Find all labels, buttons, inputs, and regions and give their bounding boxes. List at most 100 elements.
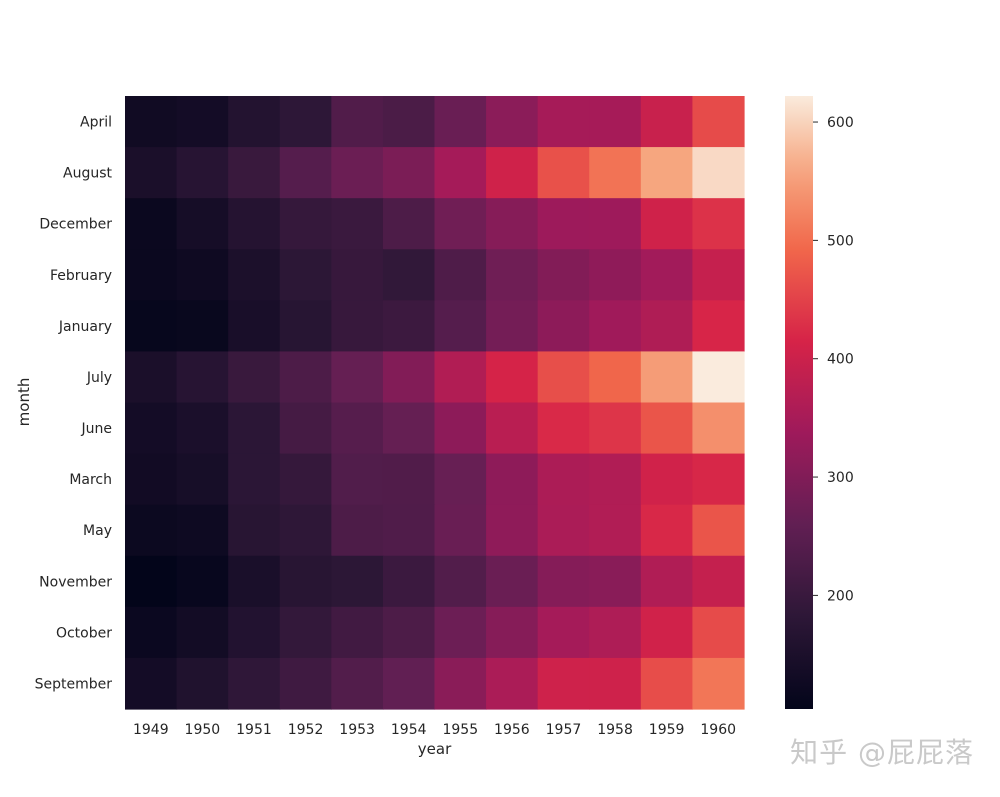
y-tick-label: November — [39, 574, 112, 590]
colorbar-tick-label: 500 — [827, 233, 854, 249]
heatmap-cell — [434, 300, 487, 353]
heatmap-cell — [537, 453, 590, 506]
heatmap-cell — [382, 504, 436, 557]
heatmap-cell — [434, 249, 487, 301]
heatmap-cell — [228, 147, 281, 199]
heatmap-cell — [589, 402, 642, 455]
heatmap-cell — [228, 300, 281, 353]
heatmap-cell — [176, 657, 229, 710]
y-tick-label: February — [50, 268, 112, 284]
heatmap-cell — [176, 198, 229, 250]
heatmap-cell — [640, 300, 694, 353]
y-tick-label: August — [63, 166, 113, 182]
heatmap-cell — [640, 147, 694, 199]
heatmap-cell — [125, 555, 178, 608]
heatmap-cell — [331, 249, 384, 301]
x-tick-label: 1960 — [700, 722, 736, 738]
x-tick-label: 1949 — [133, 722, 169, 738]
heatmap-cell — [692, 300, 745, 353]
heatmap-cell — [279, 198, 332, 250]
heatmap-cell — [589, 453, 642, 506]
heatmap-cell — [279, 504, 332, 557]
y-tick-labels: April August December February January July Ju… — [35, 115, 113, 693]
heatmap-cell — [589, 147, 642, 199]
heatmap-cell — [486, 555, 539, 608]
x-tick-label: 1957 — [546, 722, 582, 738]
colorbar-tick-label: 200 — [827, 588, 854, 604]
heatmap-cell — [331, 606, 384, 659]
heatmap-cell — [640, 351, 694, 404]
heatmap-cell — [537, 402, 590, 455]
heatmap-cell — [640, 504, 694, 557]
y-tick-label: July — [86, 370, 112, 386]
heatmap-cell — [228, 96, 281, 148]
heatmap-cell — [692, 147, 745, 199]
heatmap-cell — [382, 657, 436, 710]
heatmap-cell — [279, 147, 332, 199]
heatmap-cell — [692, 555, 745, 608]
heatmap-cell — [176, 351, 229, 404]
x-tick-label: 1955 — [442, 722, 478, 738]
colorbar-tick-label: 400 — [827, 352, 854, 368]
heatmap-cell — [589, 249, 642, 301]
heatmap-cell — [692, 504, 745, 557]
heatmap-cell — [434, 402, 487, 455]
x-axis-title: year — [418, 740, 452, 758]
heatmap-cell — [331, 453, 384, 506]
heatmap-cell — [228, 249, 281, 301]
heatmap-cell — [486, 453, 539, 506]
heatmap-cell — [640, 249, 694, 301]
heatmap-cell — [228, 606, 281, 659]
heatmap-cell — [382, 198, 436, 250]
heatmap-cell — [434, 657, 487, 710]
heatmap-cell — [434, 198, 487, 250]
y-tick-label: September — [35, 676, 113, 692]
heatmap-cell — [589, 351, 642, 404]
heatmap-cell — [537, 300, 590, 353]
heatmap-cell — [434, 606, 487, 659]
heatmap-cell — [640, 606, 694, 659]
heatmap-cell — [125, 147, 178, 199]
heatmap-cell — [176, 96, 229, 148]
colorbar-ticks: 200 300 400 500 600 — [813, 115, 854, 604]
heatmap-cell — [537, 147, 590, 199]
x-tick-label: 1956 — [494, 722, 530, 738]
heatmap-cell — [125, 504, 178, 557]
heatmap-cell — [176, 555, 229, 608]
heatmap-cell — [228, 657, 281, 710]
colorbar-tick-label: 600 — [827, 115, 854, 131]
heatmap-cell — [125, 402, 178, 455]
heatmap-cell — [382, 453, 436, 506]
heatmap-cell — [589, 198, 642, 250]
heatmap-cell — [486, 300, 539, 353]
heatmap-cell — [434, 351, 487, 404]
heatmap-cell — [537, 96, 590, 148]
heatmap-cell — [486, 249, 539, 301]
heatmap-cell — [589, 606, 642, 659]
heatmap-cell — [537, 198, 590, 250]
heatmap-cell — [537, 249, 590, 301]
heatmap-cell — [537, 555, 590, 608]
heatmap-cell — [589, 555, 642, 608]
heatmap-cell — [331, 555, 384, 608]
y-tick-label: October — [56, 625, 112, 641]
heatmap-cell — [589, 504, 642, 557]
heatmap-cell — [434, 147, 487, 199]
heatmap-cell — [279, 402, 332, 455]
heatmap-cell — [640, 555, 694, 608]
heatmap-cell — [228, 555, 281, 608]
y-tick-label: May — [83, 523, 112, 539]
heatmap-cell — [125, 198, 178, 250]
heatmap-cell — [537, 657, 590, 710]
heatmap-cell — [125, 453, 178, 506]
heatmap-cell — [279, 606, 332, 659]
x-tick-label: 1954 — [391, 722, 427, 738]
heatmap-cell — [382, 351, 436, 404]
heatmap-cell — [125, 96, 178, 148]
colorbar — [785, 96, 813, 709]
heatmap-cell — [382, 96, 436, 148]
y-tick-label: January — [58, 319, 112, 335]
heatmap-cell — [279, 453, 332, 506]
heatmap-cell — [486, 402, 539, 455]
